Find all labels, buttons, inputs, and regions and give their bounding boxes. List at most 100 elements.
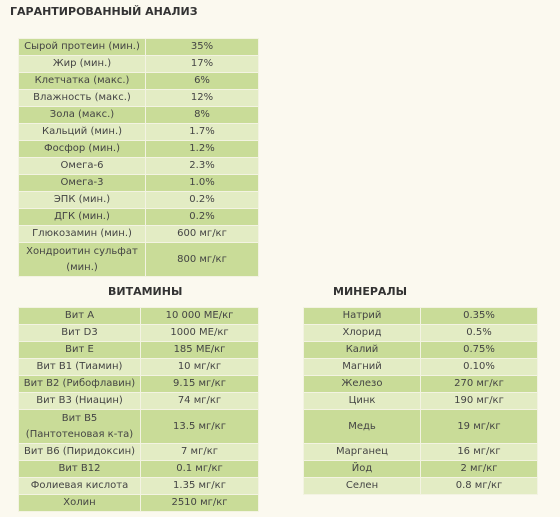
minerals-table: Натрий 0.35% Хлорид 0.5% Калий 0.75% Магний 0.1…: [303, 307, 538, 495]
nutrient-name: Вит В12: [18, 460, 141, 478]
table-row: Омега-3 1.0%: [18, 174, 259, 192]
table-row: Марганец 16 мг/кг: [303, 443, 538, 461]
nutrient-value: 0.75%: [420, 341, 538, 359]
table-row: Магний 0.10%: [303, 358, 538, 376]
nutrient-name: Магний: [303, 358, 421, 376]
nutrient-name: Кальций (мин.): [18, 123, 146, 141]
nutrient-name: Холин: [18, 494, 141, 512]
title: ГАРАНТИРОВАННЫЙ АНАЛИЗ: [10, 5, 198, 18]
nutrient-value: 1.7%: [145, 123, 259, 141]
nutrient-name: Селен: [303, 477, 421, 495]
nutrient-name: Вит Е: [18, 341, 141, 359]
nutrient-value: 9.15 мг/кг: [140, 375, 259, 393]
nutrient-name: Марганец: [303, 443, 421, 461]
nutrient-value: 10 000 МЕ/кг: [140, 307, 259, 325]
nutrient-value: 17%: [145, 55, 259, 73]
nutrient-name: Хондроитин сульфат (мин.): [18, 242, 146, 277]
table-row: Цинк 190 мг/кг: [303, 392, 538, 410]
nutrient-name: Калий: [303, 341, 421, 359]
table-row: Омега-6 2.3%: [18, 157, 259, 175]
table-row: Селен 0.8 мг/кг: [303, 477, 538, 495]
nutrient-value: 8%: [145, 106, 259, 124]
nutrient-value: 13.5 мг/кг: [140, 409, 259, 444]
nutrient-value: 16 мг/кг: [420, 443, 538, 461]
table-row: Вит В6 (Пиридоксин) 7 мг/кг: [18, 443, 259, 461]
table-row: Холин 2510 мг/кг: [18, 494, 259, 512]
table-row: Вит D3 1000 МЕ/кг: [18, 324, 259, 342]
nutrient-value: 7 мг/кг: [140, 443, 259, 461]
table-row: ЭПК (мин.) 0.2%: [18, 191, 259, 209]
table-row: Вит В3 (Ниацин) 74 мг/кг: [18, 392, 259, 410]
table-row: Влажность (макс.) 12%: [18, 89, 259, 107]
table-row: ДГК (мин.) 0.2%: [18, 208, 259, 226]
nutrient-name: ЭПК (мин.): [18, 191, 146, 209]
nutrient-value: 2.3%: [145, 157, 259, 175]
nutrient-name: Вит D3: [18, 324, 141, 342]
nutrient-name: Медь: [303, 409, 421, 444]
table-row: Вит В5 (Пантотеновая к-та) 13.5 мг/кг: [18, 409, 259, 444]
nutrient-name: Омега-6: [18, 157, 146, 175]
table-row: Сырой протеин (мин.) 35%: [18, 38, 259, 56]
nutrient-value: 0.8 мг/кг: [420, 477, 538, 495]
table-row: Жир (мин.) 17%: [18, 55, 259, 73]
nutrient-value: 270 мг/кг: [420, 375, 538, 393]
table-row: Хондроитин сульфат (мин.) 800 мг/кг: [18, 242, 259, 277]
minerals-title: МИНЕРАЛЫ: [333, 285, 407, 298]
table-row: Йод 2 мг/кг: [303, 460, 538, 478]
nutrient-name: Влажность (макс.): [18, 89, 146, 107]
nutrient-name: Железо: [303, 375, 421, 393]
table-row: Калий 0.75%: [303, 341, 538, 359]
nutrient-name: Цинк: [303, 392, 421, 410]
nutrient-value: 19 мг/кг: [420, 409, 538, 444]
nutrient-name: Вит В6 (Пиридоксин): [18, 443, 141, 461]
nutrient-value: 35%: [145, 38, 259, 56]
nutrient-value: 1.2%: [145, 140, 259, 158]
nutrient-name: Зола (макс.): [18, 106, 146, 124]
vitamins-table: Вит А 10 000 МЕ/кг Вит D3 1000 МЕ/кг Вит Е 18…: [18, 307, 259, 512]
table-row: Натрий 0.35%: [303, 307, 538, 325]
nutrient-value: 800 мг/кг: [145, 242, 259, 277]
nutrient-name: Вит В5 (Пантотеновая к-та): [18, 409, 141, 444]
table-row: Клетчатка (макс.) 6%: [18, 72, 259, 90]
nutrient-name: Жир (мин.): [18, 55, 146, 73]
nutrient-value: 0.10%: [420, 358, 538, 376]
nutrient-name: Сырой протеин (мин.): [18, 38, 146, 56]
table-row: Вит А 10 000 МЕ/кг: [18, 307, 259, 325]
nutrient-name: Вит В1 (Тиамин): [18, 358, 141, 376]
table-row: Хлорид 0.5%: [303, 324, 538, 342]
vitamins-title: ВИТАМИНЫ: [108, 285, 183, 298]
nutrient-value: 74 мг/кг: [140, 392, 259, 410]
nutrient-name: Вит В3 (Ниацин): [18, 392, 141, 410]
table-row: Вит В12 0.1 мг/кг: [18, 460, 259, 478]
nutrient-value: 0.1 мг/кг: [140, 460, 259, 478]
nutrient-value: 1.0%: [145, 174, 259, 192]
table-row: Глюкозамин (мин.) 600 мг/кг: [18, 225, 259, 243]
nutrient-value: 1000 МЕ/кг: [140, 324, 259, 342]
table-row: Железо 270 мг/кг: [303, 375, 538, 393]
nutrient-name: Вит А: [18, 307, 141, 325]
nutrient-value: 12%: [145, 89, 259, 107]
nutrient-value: 0.5%: [420, 324, 538, 342]
table-row: Фолиевая кислота 1.35 мг/кг: [18, 477, 259, 495]
table-row: Вит В2 (Рибофлавин) 9.15 мг/кг: [18, 375, 259, 393]
nutrient-name: Вит В2 (Рибофлавин): [18, 375, 141, 393]
nutrient-name: Натрий: [303, 307, 421, 325]
nutrient-value: 185 МЕ/кг: [140, 341, 259, 359]
analysis-table: Сырой протеин (мин.) 35% Жир (мин.) 17% Клет…: [18, 38, 259, 277]
nutrient-value: 10 мг/кг: [140, 358, 259, 376]
nutrient-value: 0.35%: [420, 307, 538, 325]
table-row: Вит В1 (Тиамин) 10 мг/кг: [18, 358, 259, 376]
nutrient-value: 0.2%: [145, 191, 259, 209]
nutrient-name: Омега-3: [18, 174, 146, 192]
nutrient-name: Хлорид: [303, 324, 421, 342]
nutrient-name: ДГК (мин.): [18, 208, 146, 226]
table-row: Зола (макс.) 8%: [18, 106, 259, 124]
nutrient-value: 190 мг/кг: [420, 392, 538, 410]
nutrient-value: 2 мг/кг: [420, 460, 538, 478]
table-row: Медь 19 мг/кг: [303, 409, 538, 444]
nutrient-value: 0.2%: [145, 208, 259, 226]
nutrient-value: 600 мг/кг: [145, 225, 259, 243]
nutrient-name: Фолиевая кислота: [18, 477, 141, 495]
table-row: Фосфор (мин.) 1.2%: [18, 140, 259, 158]
